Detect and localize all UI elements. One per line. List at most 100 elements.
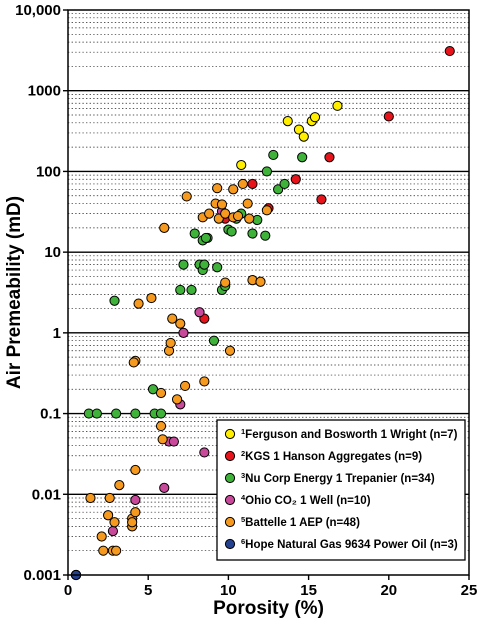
data-point bbox=[199, 259, 210, 270]
data-point bbox=[236, 159, 247, 171]
data-point bbox=[208, 335, 220, 346]
data-point bbox=[178, 327, 189, 338]
data-point bbox=[98, 545, 109, 556]
x-axis-title: Porosity (%) bbox=[213, 598, 324, 619]
data-point bbox=[260, 230, 271, 241]
x-tick-label: 0 bbox=[64, 582, 72, 599]
data-point bbox=[232, 210, 244, 222]
data-point bbox=[316, 194, 327, 205]
data-point bbox=[383, 111, 394, 122]
x-tick-label: 20 bbox=[380, 582, 397, 599]
plot-frame bbox=[67, 9, 470, 576]
data-point bbox=[247, 178, 258, 190]
data-point bbox=[255, 276, 266, 287]
y-tick-labels: 0.001 0.01 0.1 1 10 100 1000 10,000 bbox=[15, 2, 61, 584]
data-point bbox=[178, 259, 189, 270]
data-point bbox=[181, 191, 192, 202]
data-point bbox=[175, 318, 186, 329]
legend-label: 2KGS 1 Hanson Aggregates (n=9) bbox=[241, 449, 422, 463]
data-point bbox=[220, 277, 231, 288]
data-point bbox=[290, 174, 301, 185]
legend-marker bbox=[224, 428, 236, 440]
data-point bbox=[212, 183, 223, 194]
y-tick-label: 1 bbox=[53, 325, 61, 342]
data-point bbox=[186, 284, 197, 296]
legend-box bbox=[216, 419, 466, 561]
data-point bbox=[130, 494, 141, 506]
data-point bbox=[309, 112, 321, 123]
data-point bbox=[261, 205, 272, 216]
data-point bbox=[133, 298, 144, 309]
data-point bbox=[130, 507, 141, 518]
data-point bbox=[332, 100, 343, 111]
data-point bbox=[146, 292, 157, 304]
data-point bbox=[127, 517, 138, 528]
y-axis-title: Air Premeability (mD) bbox=[4, 196, 25, 389]
data-point bbox=[91, 408, 102, 419]
data-point bbox=[261, 166, 272, 177]
data-point bbox=[324, 152, 335, 163]
data-point bbox=[109, 517, 120, 528]
x-tick-label: 25 bbox=[461, 582, 478, 599]
data-point bbox=[128, 357, 139, 368]
legend-marker bbox=[224, 472, 236, 484]
data-point bbox=[199, 447, 210, 458]
data-points bbox=[70, 45, 455, 581]
data-point bbox=[155, 420, 167, 432]
data-point bbox=[200, 232, 212, 244]
legend-label: 1Ferguson and Bosworth 1 Wright (n=7) bbox=[241, 427, 458, 441]
y-tick-label: 1000 bbox=[28, 83, 61, 100]
x-tick-label: 15 bbox=[300, 582, 317, 599]
y-tick-label: 0.001 bbox=[23, 567, 61, 584]
data-point bbox=[171, 394, 183, 405]
data-point bbox=[242, 198, 253, 209]
y-tick-label: 0.1 bbox=[40, 406, 61, 423]
axis-ticks bbox=[63, 9, 470, 580]
data-point bbox=[130, 408, 141, 419]
data-point bbox=[165, 337, 176, 349]
data-point bbox=[216, 199, 228, 210]
data-point bbox=[130, 464, 141, 476]
legend-label: 4Ohio CO₂ 1 Well (n=10) bbox=[241, 493, 371, 507]
data-point bbox=[111, 545, 122, 556]
legend-label: 6Hope Natural Gas 9634 Power Oil (n=3) bbox=[241, 537, 458, 551]
data-point bbox=[85, 492, 96, 504]
data-point bbox=[237, 178, 248, 190]
data-point bbox=[103, 510, 114, 521]
data-point bbox=[155, 408, 167, 419]
data-point bbox=[104, 492, 115, 504]
data-point bbox=[228, 184, 239, 195]
data-point bbox=[159, 222, 170, 233]
data-point bbox=[247, 228, 258, 239]
data-point bbox=[168, 436, 179, 447]
y-tick-label: 100 bbox=[36, 163, 61, 180]
x-tick-label: 10 bbox=[220, 582, 237, 599]
data-point bbox=[107, 525, 119, 537]
data-point bbox=[282, 116, 293, 127]
data-point bbox=[224, 345, 236, 356]
data-point bbox=[297, 152, 308, 163]
data-point bbox=[194, 307, 205, 318]
y-tick-label: 0.01 bbox=[32, 486, 61, 503]
legend-label: 3Nu Corp Energy 1 Trepanier (n=34) bbox=[241, 471, 435, 485]
data-point bbox=[155, 387, 167, 399]
legend-marker bbox=[224, 538, 236, 550]
data-point bbox=[199, 376, 210, 387]
data-point bbox=[204, 208, 215, 219]
data-point bbox=[179, 380, 191, 392]
legend-marker bbox=[224, 494, 236, 506]
data-point bbox=[175, 284, 186, 296]
data-point bbox=[279, 178, 290, 190]
legend-marker bbox=[224, 516, 236, 528]
y-tick-label: 10,000 bbox=[15, 2, 61, 19]
data-point bbox=[212, 262, 223, 273]
data-point bbox=[444, 45, 455, 57]
data-point bbox=[268, 149, 279, 161]
data-point bbox=[298, 131, 309, 142]
legend: 1Ferguson and Bosworth 1 Wright (n=7) 2KG… bbox=[216, 419, 466, 561]
data-point bbox=[109, 295, 120, 306]
data-point bbox=[111, 408, 122, 419]
x-tick-labels: 0 5 10 15 20 25 bbox=[64, 582, 478, 599]
data-point bbox=[244, 213, 255, 224]
